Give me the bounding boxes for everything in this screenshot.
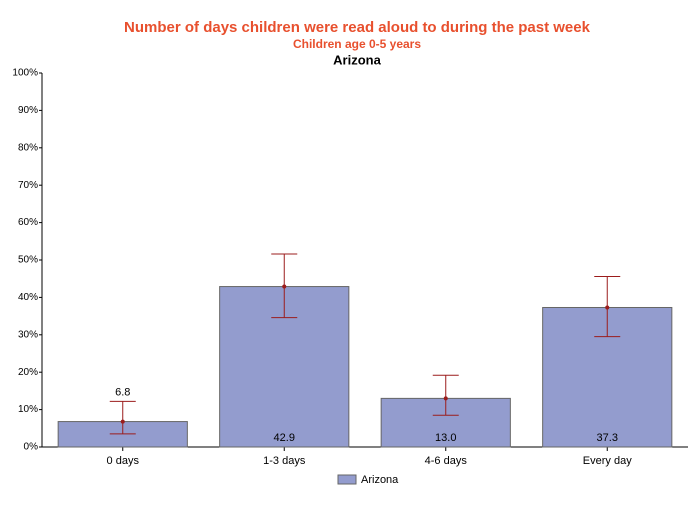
y-tick-label: 30% <box>18 329 38 340</box>
y-tick-label: 80% <box>18 142 38 153</box>
point <box>282 284 287 289</box>
x-tick-label: 0 days <box>107 455 140 467</box>
y-tick-label: 90% <box>18 105 38 116</box>
x-tick-label: 1-3 days <box>263 455 306 467</box>
point <box>120 419 125 424</box>
y-tick-label: 20% <box>18 367 38 378</box>
error-bar <box>432 374 459 416</box>
chart-subtitle: Children age 0-5 years <box>293 37 421 51</box>
x-tick-label: 4-6 days <box>425 455 468 467</box>
legend-swatch <box>337 474 357 485</box>
value-label: 13.0 <box>435 432 456 444</box>
y-tick-label: 100% <box>12 68 38 79</box>
value-label: 42.9 <box>274 432 295 444</box>
value-label: 6.8 <box>115 386 130 398</box>
legend-label: Arizona <box>361 474 399 486</box>
point <box>443 396 448 401</box>
error-bar <box>109 400 136 435</box>
point <box>605 305 610 310</box>
y-tick-label: 40% <box>18 292 38 303</box>
chart-title: Number of days children were read aloud … <box>124 19 591 36</box>
y-tick-label: 50% <box>18 255 38 266</box>
y-tick-label: 10% <box>18 404 38 415</box>
y-tick-label: 70% <box>18 180 38 191</box>
value-label: 37.3 <box>597 432 618 444</box>
y-tick-label: 0% <box>24 442 39 453</box>
chart-location: Arizona <box>333 52 381 67</box>
y-tick-label: 60% <box>18 217 38 228</box>
x-tick-label: Every day <box>583 455 632 467</box>
